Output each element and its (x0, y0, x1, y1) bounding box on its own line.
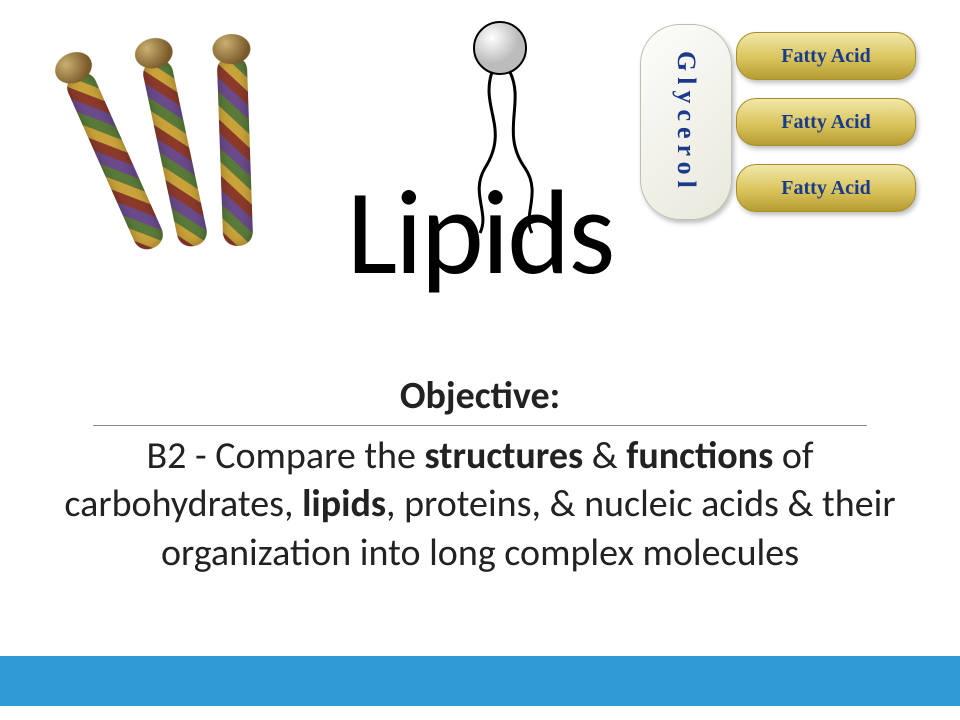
divider (93, 425, 867, 426)
objective-text: B2 - Compare the (147, 433, 425, 479)
fatty-acid-block: Fatty Acid (736, 32, 916, 80)
objective-text: & (583, 433, 626, 479)
objective-heading: Objective: (40, 372, 920, 421)
page-title: Lipids (0, 160, 960, 306)
footer-accent-bar (0, 656, 960, 706)
objective-bold: functions (626, 433, 773, 479)
fatty-acid-block: Fatty Acid (736, 98, 916, 146)
fatty-acid-label: Fatty Acid (781, 111, 870, 134)
slide: Glycerol Fatty Acid Fatty Acid Fatty Aci… (0, 0, 960, 720)
fatty-acid-label: Fatty Acid (781, 45, 870, 68)
objective-bold: lipids (302, 481, 386, 527)
objective-bold: structures (425, 433, 584, 479)
objective-body: B2 - Compare the structures & functions … (40, 432, 920, 578)
objective-block: Objective: B2 - Compare the structures &… (40, 372, 920, 578)
